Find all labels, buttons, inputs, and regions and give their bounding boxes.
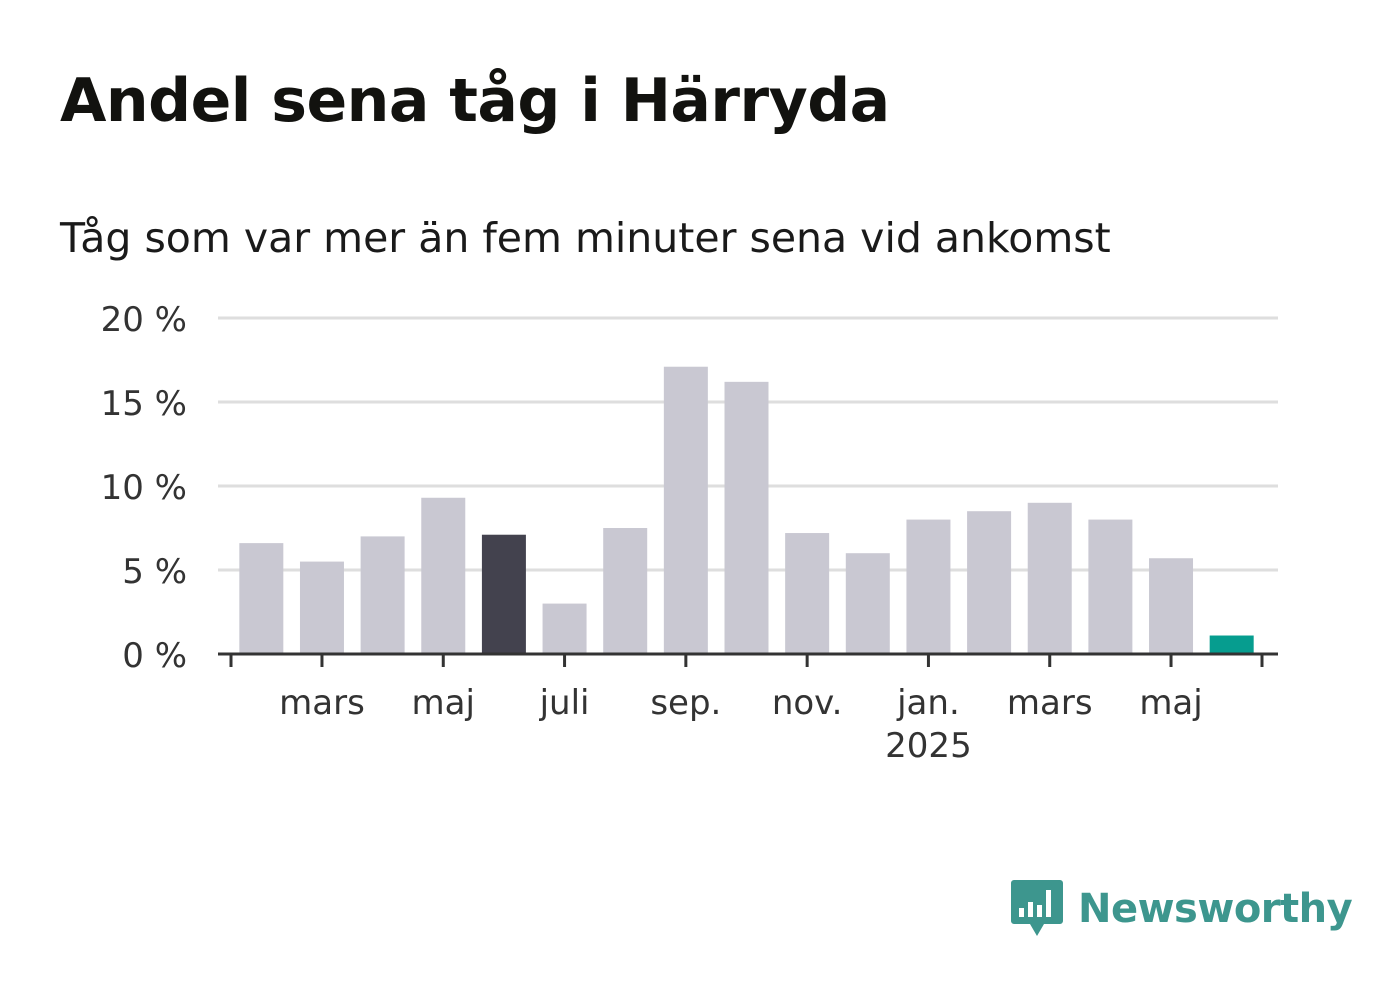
y-tick-label: 20 % [101,300,187,340]
x-tick-labels: mars maj juli sep. nov. jan.2025 mars maj [279,683,1203,766]
bar [239,543,284,654]
bar [906,519,951,654]
y-tick-label: 15 % [101,384,187,424]
bar [542,603,587,654]
y-tick-label: 5 % [122,552,187,592]
y-tick-label: 10 % [101,468,187,508]
bar [1149,558,1194,654]
logo-text: Newsworthy [1078,886,1353,932]
x-tick-label: sep. [650,683,721,723]
x-tick-label: mars [1007,683,1093,723]
x-tick-label: mars [279,683,365,723]
bar [1209,635,1254,654]
bar [967,511,1012,654]
bar [1027,502,1072,654]
bar [663,366,708,654]
bar [360,536,405,654]
bar [724,381,769,654]
chart-subtitle: Tåg som var mer än fem minuter sena vid … [60,214,1111,262]
bar [603,528,648,654]
x-tick-label: maj [1139,683,1202,723]
bar [299,561,344,654]
x-tick-label: nov. [772,683,843,723]
y-tick-labels: 0 % 5 % 10 % 15 % 20 % [101,300,187,676]
bar-chart-speech-bubble-icon [1011,880,1063,936]
x-tick-label: maj [412,683,475,723]
y-tick-label: 0 % [122,636,187,676]
x-tick-label: juli [539,683,590,723]
x-axis [218,652,1278,667]
bars [239,366,1254,654]
x-tick-label: jan. [896,683,960,723]
bar [481,534,526,654]
bar [785,533,830,654]
bar [1088,519,1133,654]
chart-title: Andel sena tåg i Härryda [60,66,890,136]
bar [845,553,890,654]
x-tick-year-label: 2025 [885,726,972,766]
newsworthy-logo: Newsworthy [1010,878,1353,940]
bar [421,497,466,654]
